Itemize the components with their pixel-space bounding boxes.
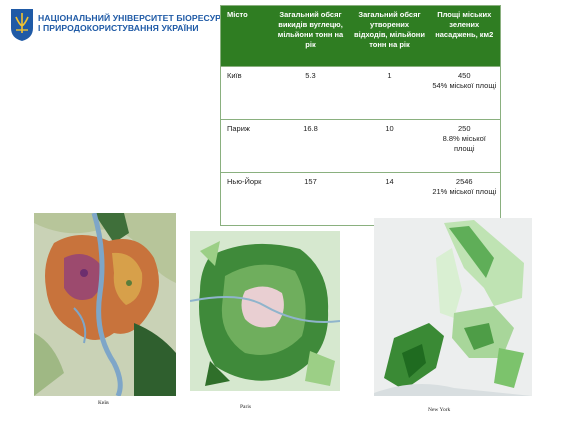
header-waste: Загальний обсяг утворених відходів, міль…: [350, 5, 429, 67]
university-name: НАЦІОНАЛЬНИЙ УНІВЕРСИТЕТ БІОРЕСУРСІВ І П…: [38, 13, 236, 33]
cell-city: Київ: [220, 66, 271, 120]
cell-waste: 1: [350, 66, 429, 120]
newyork-caption: New York: [428, 407, 451, 413]
cell-green-area: 450: [457, 71, 471, 80]
kyiv-map: [34, 213, 176, 396]
cell-green: 250 8.8% міської площі: [428, 119, 501, 173]
table-row: Нью-Йорк 157 14 2546 21% міської площі: [220, 172, 501, 226]
cell-green-share: 54% міської площі: [432, 81, 497, 90]
university-logo: [11, 9, 33, 41]
cell-waste: 14: [350, 172, 429, 226]
kyiv-caption: Київ: [98, 400, 109, 406]
cell-green-share: 21% міської площі: [432, 187, 497, 196]
paris-caption: Paris: [240, 404, 251, 410]
cell-green-share: 8.8% міської площі: [442, 134, 486, 153]
university-name-line2: І ПРИРОДОКОРИСТУВАННЯ УКРАЇНИ: [38, 23, 199, 33]
cell-green: 2546 21% міської площі: [428, 172, 501, 226]
cell-green: 450 54% міської площі: [428, 66, 501, 120]
cell-city: Нью-Йорк: [220, 172, 271, 226]
header-green-area: Площі міських зелених насаджень, км2: [428, 5, 501, 67]
cell-green-area: 250: [457, 124, 471, 133]
cell-city: Париж: [220, 119, 271, 173]
paris-map: [190, 231, 340, 391]
table-row: Київ 5.3 1 450 54% міської площі: [220, 66, 501, 120]
cell-waste: 10: [350, 119, 429, 173]
table-row: Париж 16.8 10 250 8.8% міської площі: [220, 119, 501, 173]
newyork-map: [374, 218, 532, 396]
cell-green-area: 2546: [455, 177, 473, 186]
city-comparison-table: Місто Загальний обсяг викидів вуглецю, м…: [220, 5, 501, 226]
header-carbon: Загальний обсяг викидів вуглецю, мільйон…: [270, 5, 351, 67]
header-city: Місто: [220, 5, 271, 67]
table-header-row: Місто Загальний обсяг викидів вуглецю, м…: [220, 5, 501, 67]
university-name-line1: НАЦІОНАЛЬНИЙ УНІВЕРСИТЕТ БІОРЕСУРСІВ: [38, 13, 236, 23]
cell-carbon: 157: [270, 172, 351, 226]
cell-carbon: 16.8: [270, 119, 351, 173]
cell-carbon: 5.3: [270, 66, 351, 120]
